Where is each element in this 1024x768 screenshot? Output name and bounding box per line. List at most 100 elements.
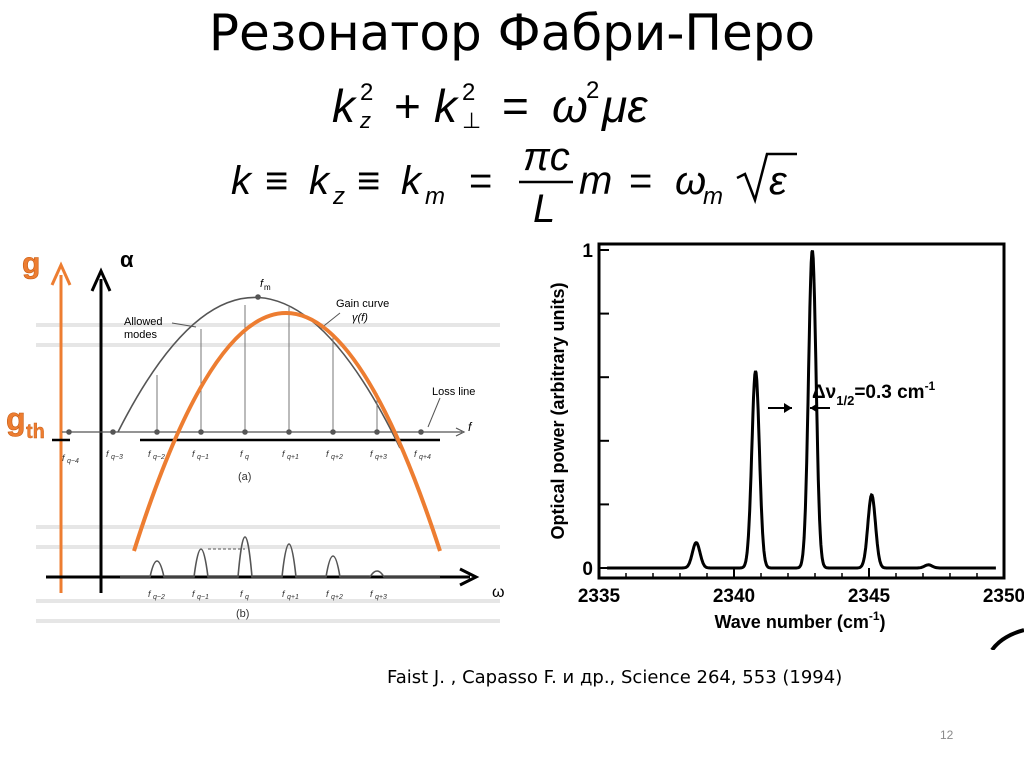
svg-text:f: f — [370, 589, 374, 599]
svg-text:f: f — [148, 589, 152, 599]
svg-text:q−1: q−1 — [197, 454, 209, 461]
svg-text:k: k — [401, 159, 423, 203]
citation: Faist J. , Capasso F. и др., Science 264… — [387, 667, 843, 688]
equation-mode-condition: k ≡ k z ≡ k m = πc L m = ω m ε — [231, 135, 797, 226]
svg-text:=: = — [469, 159, 492, 203]
svg-text:q+4: q+4 — [419, 454, 431, 461]
gth-label: g — [6, 401, 26, 437]
g-axis-arrowhead — [50, 261, 72, 286]
svg-text:2: 2 — [462, 79, 475, 106]
g-label: g — [22, 247, 40, 280]
svg-text:f: f — [192, 449, 196, 459]
svg-text:⊥: ⊥ — [462, 108, 481, 133]
y-axis-label: Optical power (arbitrary units) — [548, 282, 568, 539]
chart-frame — [597, 242, 1006, 580]
allowed-mode-lines — [156, 305, 378, 432]
svg-text:f: f — [326, 589, 330, 599]
panel-b-label: (b) — [236, 608, 249, 620]
svg-text:q+1: q+1 — [287, 454, 299, 461]
svg-text:f: f — [106, 449, 110, 459]
allowed-modes-label-1: Allowed — [124, 316, 163, 328]
omega-label: ω — [492, 584, 505, 601]
y-ticks: 01 — [582, 241, 609, 580]
gain-curve-label: Gain curve — [336, 298, 389, 310]
svg-text:≡: ≡ — [357, 159, 380, 203]
svg-text:+: + — [394, 80, 421, 132]
svg-text:f: f — [192, 589, 196, 599]
svg-text:q+1: q+1 — [287, 594, 299, 601]
svg-text:q: q — [245, 594, 249, 601]
spectrum-chart: 2335 2340 2345 2350 01 Optical power (arbit… — [548, 241, 1024, 650]
fm-label: f — [260, 278, 264, 290]
svg-text:k: k — [434, 80, 459, 132]
svg-text:m: m — [579, 159, 612, 203]
loss-line-label: Loss line — [432, 386, 475, 398]
svg-text:z: z — [359, 108, 371, 133]
equation-wave-vector: k 2 z + k 2 ⊥ = ω 2 με — [332, 77, 648, 133]
slide-number: 12 — [940, 728, 954, 742]
svg-text:q+2: q+2 — [331, 454, 343, 461]
x-tick-label: 2340 — [713, 586, 755, 607]
svg-text:f: f — [240, 449, 244, 459]
svg-text:k: k — [332, 80, 357, 132]
panel-a-label: (a) — [238, 471, 251, 483]
svg-text:q−2: q−2 — [153, 594, 165, 601]
svg-text:f: f — [370, 449, 374, 459]
y-tick-label: 1 — [582, 241, 593, 262]
left-figure-gain-loss: g g th α f f m Gain curve γ(f) Allowed m… — [6, 247, 505, 623]
gth-subscript: th — [26, 421, 45, 443]
svg-text:q+3: q+3 — [375, 454, 387, 461]
x-ticks: 2335 2340 2345 2350 — [578, 568, 1024, 607]
svg-text:q+3: q+3 — [375, 594, 387, 601]
f-axis-label-a: f — [468, 420, 473, 434]
x-tick-label: 2345 — [848, 586, 891, 607]
svg-text:f: f — [62, 453, 66, 463]
svg-text:q+2: q+2 — [331, 594, 343, 601]
svg-text:k: k — [309, 159, 331, 203]
x-axis-label: Wave number (cm-1) — [714, 609, 885, 632]
svg-text:z: z — [332, 183, 345, 210]
alpha-axis-arrowhead — [90, 267, 112, 292]
svg-text:f: f — [326, 449, 330, 459]
svg-text:=: = — [629, 159, 652, 203]
svg-text:L: L — [533, 187, 555, 226]
linewidth-annotation: Δν1/2=0.3 cm-1 — [812, 379, 936, 408]
gamma-label: γ(f) — [352, 312, 368, 324]
x-tick-label: 2350 — [983, 586, 1024, 607]
svg-text:=: = — [502, 80, 529, 132]
slide-title: Резонатор Фабри-Перо — [208, 4, 816, 62]
svg-text:f: f — [282, 589, 286, 599]
allowed-modes-label-2: modes — [124, 329, 158, 341]
svg-text:q−4: q−4 — [67, 458, 79, 465]
scan-edge-mark — [990, 628, 1024, 650]
mode-dots — [66, 294, 424, 435]
svg-text:ε: ε — [769, 159, 788, 203]
alpha-label: α — [120, 247, 134, 272]
svg-text:f: f — [240, 589, 244, 599]
svg-text:f: f — [414, 449, 418, 459]
svg-text:2: 2 — [586, 77, 599, 104]
svg-text:q−2: q−2 — [153, 454, 165, 461]
x-tick-label: 2335 — [578, 586, 621, 607]
scan-background — [36, 323, 500, 623]
svg-text:f: f — [148, 449, 152, 459]
svg-text:ω: ω — [675, 159, 706, 203]
svg-text:πc: πc — [523, 135, 570, 179]
orange-gain-curve — [132, 311, 442, 552]
fm-subscript: m — [264, 283, 271, 292]
svg-text:≡: ≡ — [265, 159, 288, 203]
svg-text:2: 2 — [360, 79, 373, 106]
svg-text:q−3: q−3 — [111, 454, 123, 461]
svg-text:k: k — [231, 159, 253, 203]
svg-text:m: m — [425, 183, 445, 210]
spectrum-line — [607, 249, 996, 570]
mode-spectrum-b — [120, 536, 440, 578]
svg-text:f: f — [282, 449, 286, 459]
y-tick-label: 0 — [582, 559, 593, 580]
svg-text:με: με — [601, 80, 648, 132]
svg-text:m: m — [703, 183, 723, 210]
svg-text:q−1: q−1 — [197, 594, 209, 601]
svg-text:ω: ω — [552, 80, 588, 132]
